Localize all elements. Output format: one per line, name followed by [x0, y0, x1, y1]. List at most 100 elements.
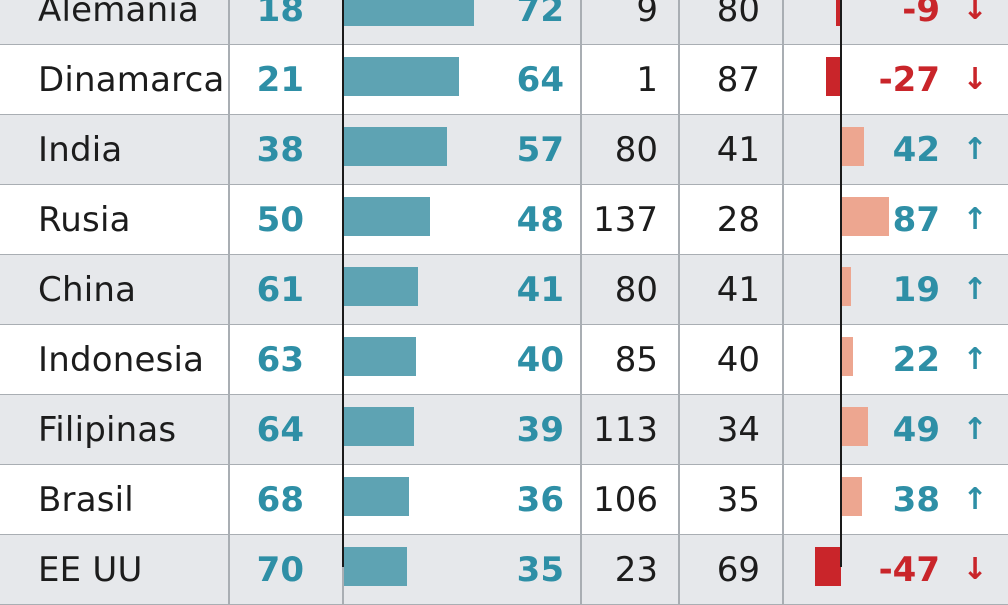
column-divider: [228, 395, 230, 464]
previous-score-value: 87: [716, 59, 760, 100]
score-value: 40: [516, 339, 564, 380]
score-axis-line: [342, 0, 344, 567]
previous-score-value: 35: [716, 479, 760, 520]
arrow-up-icon: ↑: [962, 202, 988, 237]
score-value: 57: [516, 129, 564, 170]
score-value: 64: [516, 59, 564, 100]
rank-value: 63: [256, 339, 304, 380]
previous-rank-value: 85: [614, 339, 658, 380]
score-bar: [344, 0, 474, 26]
score-bar: [344, 407, 415, 446]
rank-value: 61: [256, 269, 304, 310]
table-row: Brasil 68 36 106 35 38 ↑: [0, 465, 1008, 535]
arrow-up-icon: ↑: [962, 342, 988, 377]
column-divider: [678, 45, 680, 114]
column-divider: [580, 185, 582, 254]
column-divider: [782, 45, 784, 114]
column-divider: [580, 45, 582, 114]
arrow-up-icon: ↑: [962, 412, 988, 447]
rank-value: 50: [256, 199, 304, 240]
table-row: India 38 57 80 41 42 ↑: [0, 115, 1008, 185]
change-value: 38: [892, 479, 940, 520]
column-divider: [782, 0, 784, 44]
country-name: Dinamarca: [38, 59, 225, 100]
rank-value: 38: [256, 129, 304, 170]
column-divider: [228, 255, 230, 324]
column-divider: [580, 395, 582, 464]
column-divider: [782, 185, 784, 254]
column-divider: [580, 115, 582, 184]
score-value: 48: [516, 199, 564, 240]
rank-value: 18: [256, 0, 304, 30]
change-bar: [836, 0, 841, 26]
rank-value: 64: [256, 409, 304, 450]
change-value: 87: [892, 199, 940, 240]
column-divider: [782, 535, 784, 604]
previous-rank-value: 1: [636, 59, 658, 100]
previous-score-value: 28: [716, 199, 760, 240]
score-value: 72: [516, 0, 564, 30]
arrow-up-icon: ↑: [962, 482, 988, 517]
column-divider: [580, 465, 582, 534]
column-divider: [228, 465, 230, 534]
column-divider: [678, 115, 680, 184]
score-bar: [344, 57, 460, 96]
change-value: 42: [892, 129, 940, 170]
country-name: EE UU: [38, 549, 143, 590]
table-row: Filipinas 64 39 113 34 49 ↑: [0, 395, 1008, 465]
arrow-up-icon: ↑: [962, 272, 988, 307]
change-bar: [841, 337, 854, 376]
country-name: Brasil: [38, 479, 134, 520]
change-bar: [826, 57, 841, 96]
score-bar: [344, 197, 431, 236]
previous-rank-value: 80: [614, 129, 658, 170]
rank-value: 21: [256, 59, 304, 100]
previous-rank-value: 113: [593, 409, 658, 450]
previous-score-value: 34: [716, 409, 760, 450]
change-bar: [841, 407, 868, 446]
column-divider: [228, 45, 230, 114]
column-divider: [782, 325, 784, 394]
score-value: 35: [516, 549, 564, 590]
change-value: 22: [892, 339, 940, 380]
table-row: Alemania 18 72 9 80 -9 ↓: [0, 0, 1008, 45]
column-divider: [782, 465, 784, 534]
previous-score-value: 80: [716, 0, 760, 30]
previous-score-value: 69: [716, 549, 760, 590]
change-bar: [841, 477, 862, 516]
score-bar: [344, 337, 416, 376]
column-divider: [228, 325, 230, 394]
country-name: Indonesia: [38, 339, 205, 380]
change-bar: [841, 197, 889, 236]
change-value: -9: [902, 0, 940, 30]
table-row: Rusia 50 48 137 28 87 ↑: [0, 185, 1008, 255]
column-divider: [678, 325, 680, 394]
column-divider: [228, 0, 230, 44]
previous-score-value: 41: [716, 269, 760, 310]
column-divider: [782, 115, 784, 184]
column-divider: [580, 325, 582, 394]
score-bar: [344, 267, 418, 306]
previous-rank-value: 80: [614, 269, 658, 310]
country-name: Alemania: [38, 0, 200, 30]
change-axis-line: [840, 0, 842, 567]
column-divider: [678, 0, 680, 44]
column-divider: [678, 395, 680, 464]
column-divider: [782, 255, 784, 324]
column-divider: [678, 255, 680, 324]
column-divider: [678, 185, 680, 254]
table-row: Dinamarca 21 64 1 87 -27 ↓: [0, 45, 1008, 115]
previous-score-value: 41: [716, 129, 760, 170]
previous-rank-value: 137: [593, 199, 658, 240]
country-name: Rusia: [38, 199, 131, 240]
table-row: Indonesia 63 40 85 40 22 ↑: [0, 325, 1008, 395]
arrow-up-icon: ↑: [962, 132, 988, 167]
change-value: -47: [878, 549, 940, 590]
change-value: 19: [892, 269, 940, 310]
change-bar: [841, 127, 865, 166]
column-divider: [228, 185, 230, 254]
previous-score-value: 40: [716, 339, 760, 380]
column-divider: [782, 395, 784, 464]
table-row: China 61 41 80 41 19 ↑: [0, 255, 1008, 325]
column-divider: [580, 0, 582, 44]
